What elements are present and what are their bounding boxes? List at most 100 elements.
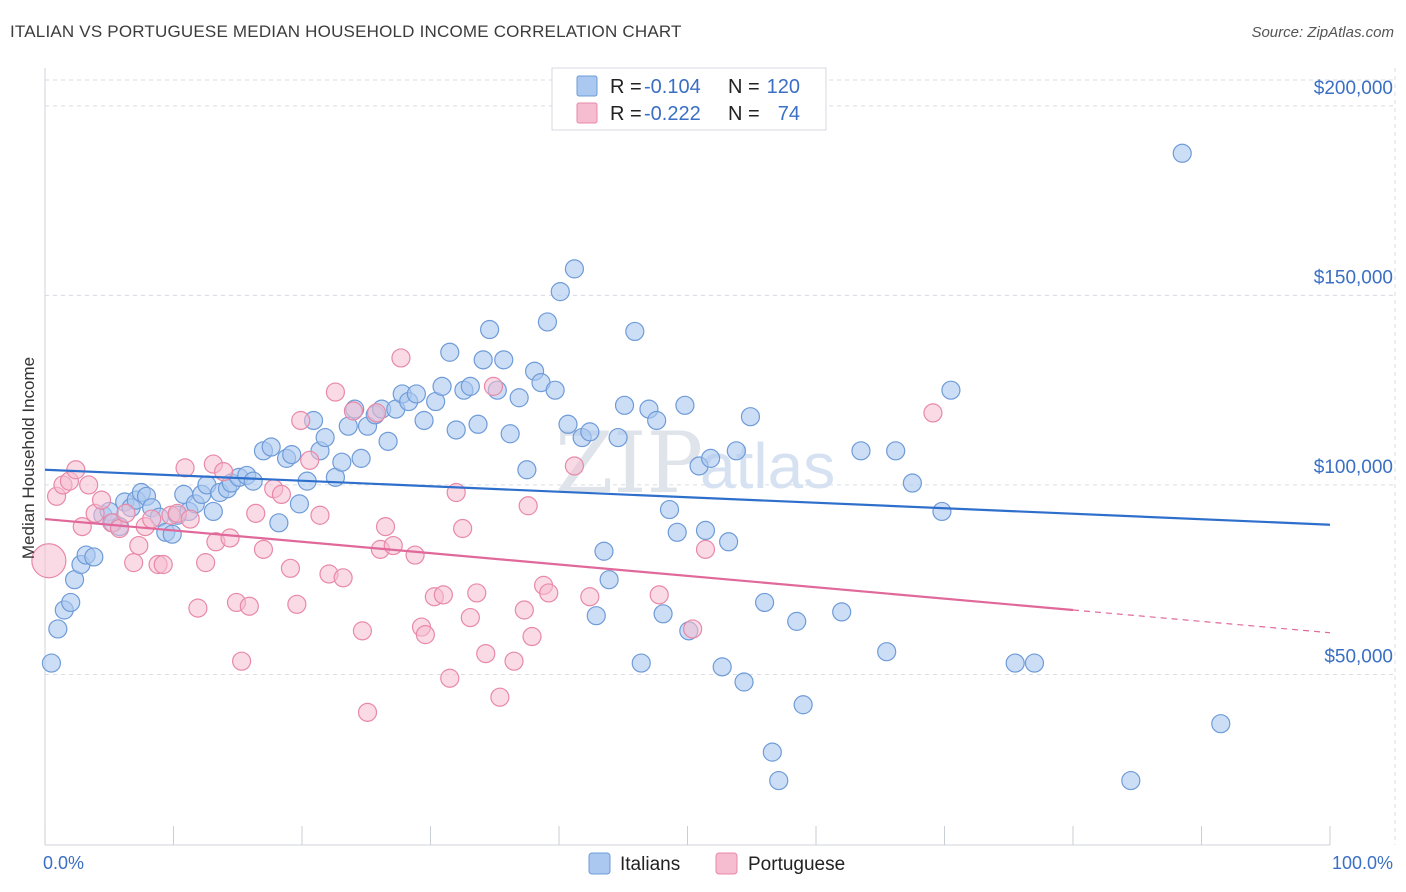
- chart-title: ITALIAN VS PORTUGUESE MEDIAN HOUSEHOLD I…: [10, 22, 682, 41]
- italians-point: [647, 410, 667, 431]
- italians-point: [545, 380, 565, 400]
- portuguese-point: [518, 496, 538, 516]
- portuguese-point: [366, 403, 387, 423]
- bottom-legend-label-italians: Italians: [620, 854, 680, 875]
- italians-point: [902, 473, 922, 493]
- portuguese-point: [357, 702, 378, 722]
- portuguese-point: [116, 503, 136, 523]
- portuguese-point: [31, 543, 67, 579]
- chart-source: Source: ZipAtlas.com: [1251, 24, 1394, 41]
- portuguese-point: [514, 600, 534, 620]
- italians-point: [787, 611, 807, 631]
- portuguese-point: [467, 583, 487, 603]
- italians-point: [877, 642, 897, 662]
- portuguese-point: [91, 490, 112, 510]
- italians-point: [608, 427, 628, 448]
- portuguese-point: [460, 607, 480, 628]
- italians-point: [631, 653, 651, 673]
- series-legend: Italians Portuguese: [588, 852, 845, 875]
- portuguese-point: [453, 518, 473, 539]
- italians-point: [941, 380, 961, 400]
- italians-point: [261, 437, 281, 457]
- legend-n-value-italians: 120: [767, 76, 800, 98]
- portuguese-point: [539, 583, 559, 603]
- portuguese-point: [415, 625, 435, 645]
- legend-n-value-portuguese: 74: [778, 103, 800, 125]
- italians-point: [675, 395, 695, 415]
- italians-point: [446, 420, 466, 440]
- italians-point: [932, 501, 952, 522]
- italians-point: [1121, 770, 1141, 791]
- y-tick-label: $100,000: [1314, 457, 1393, 478]
- bottom-legend-swatch-italians: [588, 852, 611, 875]
- italians-point: [378, 431, 398, 451]
- italians-point: [162, 524, 182, 544]
- portuguese-trend-line: [44, 517, 1074, 612]
- italians-point: [41, 653, 62, 673]
- portuguese-point: [649, 585, 669, 605]
- italians-point: [762, 742, 782, 762]
- italians-point: [1211, 714, 1231, 734]
- italians-point: [494, 350, 514, 370]
- italians-point: [793, 695, 813, 715]
- italians-point: [315, 427, 335, 448]
- portuguese-point: [196, 553, 216, 573]
- portuguese-point: [310, 505, 330, 525]
- italians-point: [332, 452, 352, 472]
- legend-r-label-italians: R =: [610, 76, 642, 98]
- italians-point: [61, 592, 81, 613]
- legend-n-label-italians: N =: [728, 76, 760, 98]
- legend-box: [551, 67, 827, 131]
- italians-point: [667, 522, 687, 542]
- bottom-legend-swatch-portuguese: [715, 852, 738, 875]
- italians-point: [243, 471, 263, 491]
- x-tick-label-max: 100.0%: [1332, 853, 1393, 873]
- portuguese-point: [695, 539, 716, 559]
- italians-point: [473, 350, 493, 370]
- italians-point: [659, 499, 680, 520]
- italians-point: [701, 448, 721, 468]
- italians-point: [653, 604, 673, 624]
- y-tick-label: $200,000: [1314, 78, 1393, 99]
- portuguese-point: [180, 509, 200, 529]
- italians-point: [48, 619, 68, 639]
- portuguese-point: [287, 594, 307, 614]
- portuguese-point: [124, 553, 144, 573]
- portuguese-point: [300, 450, 320, 470]
- italians-point: [509, 388, 529, 408]
- italians-point: [432, 376, 452, 396]
- italians-point: [406, 384, 426, 404]
- italians-point: [460, 376, 480, 396]
- italians-point: [84, 547, 104, 567]
- y-tick-label: $50,000: [1324, 646, 1393, 667]
- y-tick-label: $150,000: [1314, 267, 1393, 288]
- portuguese-point: [325, 382, 346, 402]
- portuguese-point: [440, 668, 460, 688]
- portuguese-point: [483, 376, 504, 396]
- portuguese-trend-extension: [1072, 609, 1331, 634]
- italians-point: [480, 319, 500, 340]
- stats-legend: R = -0.104 N = 120 R = -0.222 N = 74: [551, 67, 827, 131]
- portuguese-point: [175, 458, 195, 478]
- portuguese-point: [129, 535, 149, 556]
- portuguese-point: [253, 539, 274, 559]
- italians-point: [625, 321, 645, 342]
- portuguese-point: [271, 484, 292, 505]
- portuguese-point: [683, 619, 703, 639]
- bottom-legend-label-portuguese: Portuguese: [748, 854, 845, 875]
- italians-point: [769, 770, 789, 791]
- portuguese-point: [333, 568, 353, 588]
- italians-point: [537, 312, 558, 332]
- portuguese-point: [79, 475, 99, 495]
- portuguese-point: [433, 585, 453, 605]
- italians-point: [440, 342, 460, 362]
- portuguese-point: [343, 401, 363, 421]
- italians-point: [269, 513, 289, 533]
- legend-r-value-portuguese: -0.222: [644, 103, 701, 125]
- portuguese-point: [352, 621, 372, 641]
- portuguese-point: [522, 626, 542, 647]
- x-ticks: [44, 826, 1331, 845]
- italians-point: [289, 494, 310, 514]
- italians-point: [414, 410, 434, 431]
- italians-point: [719, 532, 739, 552]
